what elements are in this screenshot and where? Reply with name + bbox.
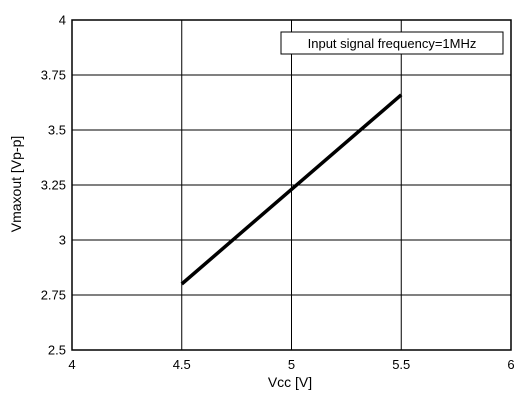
x-tick-label: 6 [507,357,514,372]
y-tick-label: 2.5 [48,343,66,358]
y-tick-labels: 2.5 2.75 3 3.25 3.5 3.75 4 [41,13,66,358]
series-line [180,93,403,286]
x-axis-label: Vcc [V] [268,374,312,390]
x-tick-labels: 4 4.5 5 5.5 6 [68,357,514,372]
annotation-text: Input signal frequency=1MHz [308,36,477,51]
y-tick-label: 3.25 [41,178,66,193]
y-tick-label: 2.75 [41,288,66,303]
x-tick-label: 5.5 [392,357,410,372]
x-tick-label: 4 [68,357,75,372]
y-tick-label: 3.75 [41,68,66,83]
grid [72,20,511,350]
y-tick-label: 3.5 [48,123,66,138]
plot-frame [71,19,512,351]
annotation-box: Input signal frequency=1MHz [280,31,504,55]
y-axis-label: Vmaxout [Vp-p] [8,136,24,233]
annotation-frame [280,31,504,55]
x-tick-label: 5 [288,357,295,372]
y-tick-label: 4 [59,13,66,28]
y-tick-label: 3 [59,233,66,248]
x-tick-label: 4.5 [173,357,191,372]
series-layer [180,93,403,286]
